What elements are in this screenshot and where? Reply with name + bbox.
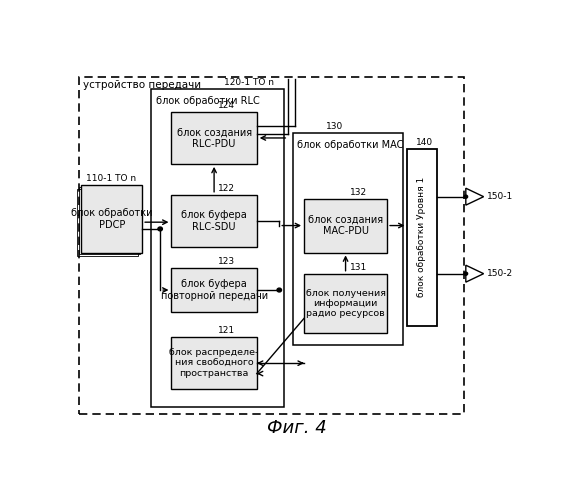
Bar	[79, 78, 463, 414]
Text: 132: 132	[350, 188, 367, 196]
Bar	[293, 133, 403, 345]
Text: 150-1: 150-1	[487, 192, 513, 201]
Text: 150-2: 150-2	[487, 269, 513, 278]
Text: 140: 140	[416, 138, 433, 146]
Text: блок обработки
PDCP: блок обработки PDCP	[71, 208, 153, 230]
Bar	[172, 337, 257, 389]
Circle shape	[158, 227, 162, 231]
Bar	[172, 112, 257, 164]
Circle shape	[464, 195, 467, 198]
Bar	[77, 189, 137, 256]
Bar	[172, 268, 257, 312]
Text: Фиг. 4: Фиг. 4	[267, 420, 327, 438]
Text: 122: 122	[218, 184, 235, 193]
Bar	[304, 274, 387, 334]
Bar	[407, 148, 437, 326]
Text: устройство передачи: устройство передачи	[83, 80, 201, 90]
Text: блок буфера
RLC-SDU: блок буфера RLC-SDU	[181, 210, 247, 232]
Bar	[79, 187, 140, 254]
Circle shape	[464, 272, 467, 275]
Text: 124: 124	[218, 101, 235, 110]
Text: блок распределе-
ния свободного
пространства: блок распределе- ния свободного простран…	[169, 348, 259, 378]
Text: блок обработки RLC: блок обработки RLC	[155, 96, 259, 106]
Bar	[172, 194, 257, 246]
Bar	[304, 198, 387, 252]
Circle shape	[277, 288, 281, 292]
Bar	[151, 89, 284, 406]
Text: блок обработки MAC: блок обработки MAC	[297, 140, 404, 150]
Text: 131: 131	[350, 263, 367, 272]
Text: блок создания
MAC-PDU: блок создания MAC-PDU	[308, 215, 383, 236]
Text: блок обработки Уровня 1: блок обработки Уровня 1	[418, 177, 426, 297]
Text: 123: 123	[218, 257, 235, 266]
Text: блок создания
RLC-PDU: блок создания RLC-PDU	[176, 127, 252, 149]
Text: 110-1 TO n: 110-1 TO n	[86, 174, 136, 183]
Text: 120-1 TO n: 120-1 TO n	[224, 78, 274, 87]
Text: 121: 121	[218, 326, 235, 336]
Bar	[81, 185, 142, 252]
Text: 130: 130	[326, 122, 343, 131]
Text: блок получения
информации
радио ресурсов: блок получения информации радио ресурсов	[306, 288, 386, 318]
Text: блок буфера
повторной передачи: блок буфера повторной передачи	[161, 279, 267, 301]
